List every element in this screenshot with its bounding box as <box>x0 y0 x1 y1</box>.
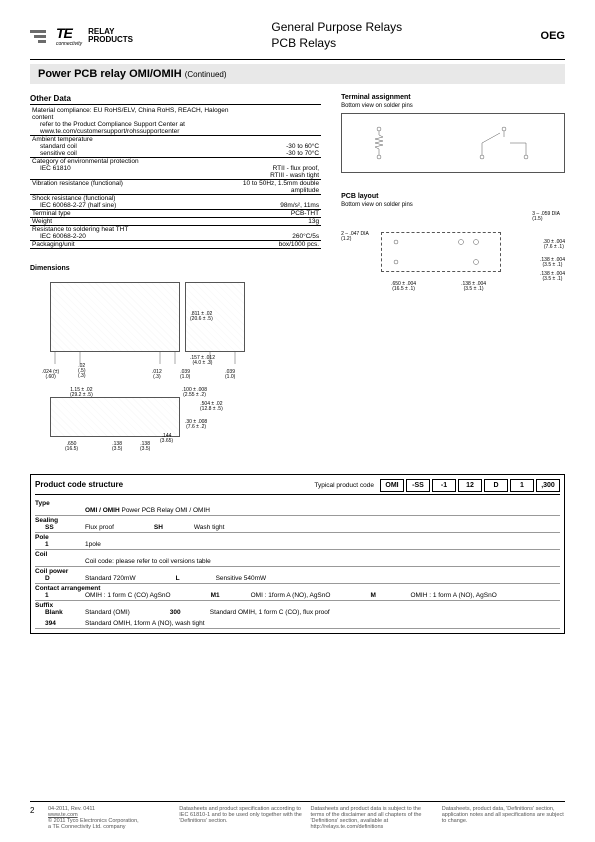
pcb-holes-icon <box>381 232 501 272</box>
dimensions-heading: Dimensions <box>30 265 321 272</box>
other-data-heading: Other Data <box>30 94 321 105</box>
pcb-heading: PCB layout <box>341 193 565 200</box>
title-bar-continued: (Continued) <box>185 70 227 79</box>
footer-col4: Datasheets, product data, 'Definitions' … <box>442 806 565 830</box>
footer: 2 04-2011, Rev. 0411 www.te.com © 2011 T… <box>30 801 565 830</box>
header-title-2: PCB Relays <box>271 36 402 52</box>
terminal-diagram <box>341 113 565 173</box>
pcs-typical: Typical product code <box>314 482 374 489</box>
pcb-layout-drawing: 3 – .059 DIA(1.5) 2 – .047 DIA(1.2) .30 … <box>341 212 565 312</box>
logo-text: TE <box>56 25 72 41</box>
terminal-note: Bottom view on solder pins <box>341 103 565 109</box>
footer-copyright-2: a TE Connectivity Ltd. company <box>48 824 171 830</box>
product-code-structure: Product code structure Typical product c… <box>30 474 565 634</box>
title-bar-text: Power PCB relay OMI/OMIH <box>38 68 182 80</box>
page-header: TE connectivity RELAY PRODUCTS General P… <box>30 20 565 60</box>
brand: OEG <box>541 30 565 42</box>
coil-icon <box>373 123 423 163</box>
terminal-heading: Terminal assignment <box>341 94 565 101</box>
dimensions-drawing: .811 ± .02(20.6 ± .5) .157 ± .012(4.0 ± … <box>30 282 321 462</box>
pcs-code-row: OMI-SS-112D1,300 <box>380 479 560 492</box>
other-data-table: Material compliance: EU RoHS/ELV, China … <box>30 107 321 249</box>
pcs-heading: Product code structure <box>35 480 123 489</box>
page-number: 2 <box>30 806 40 830</box>
logo-products: PRODUCTS <box>88 36 133 44</box>
pcb-note: Bottom view on solder pins <box>341 202 565 208</box>
logo-connectivity: connectivity <box>56 41 82 47</box>
header-title-1: General Purpose Relays <box>271 20 402 36</box>
header-title: General Purpose Relays PCB Relays <box>271 20 402 51</box>
pcs-rows: TypeOMI / OMIH Power PCB Relay OMI / OMI… <box>35 499 560 629</box>
footer-col3: Datasheets and product data is subject t… <box>311 806 434 830</box>
contact-icon <box>474 123 534 163</box>
title-bar: Power PCB relay OMI/OMIH (Continued) <box>30 64 565 84</box>
te-bars-icon <box>30 29 50 43</box>
logo: TE connectivity RELAY PRODUCTS <box>30 25 133 47</box>
footer-col2: Datasheets and product specification acc… <box>179 806 302 830</box>
